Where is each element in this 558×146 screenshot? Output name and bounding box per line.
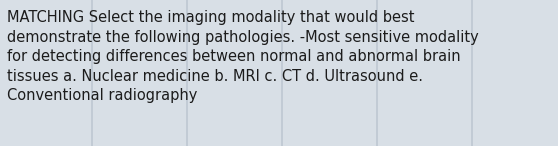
Text: MATCHING Select the imaging modality that would best
demonstrate the following p: MATCHING Select the imaging modality tha… <box>7 10 478 104</box>
